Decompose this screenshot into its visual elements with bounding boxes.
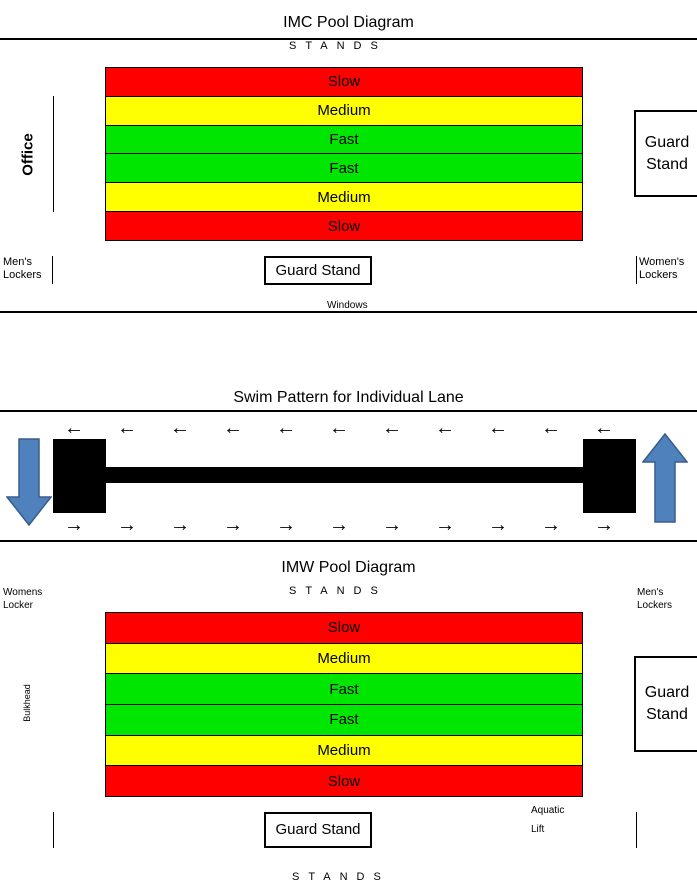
left-arrow-icon: ← [64,417,84,439]
imc-womens-lockers-text: Women's Lockers [639,256,685,281]
left-arrow-icon: ← [488,417,508,439]
left-arrow-icon: ← [382,417,402,439]
imc-frame [0,38,697,313]
right-arrow-icon: → [488,514,508,536]
imw-mens-lockers-label: Men's Lockers [637,586,683,612]
imw-stands-top-label: STANDS [289,585,387,597]
lane-rope-bar [105,467,585,483]
imw-lane-6: Slow [106,765,582,797]
imw-guard-stand-bottom: Guard Stand [264,812,372,848]
left-arrow-icon: ← [594,417,614,439]
right-arrow-icon: → [541,514,561,536]
swim-frame [0,410,697,542]
left-arrow-icon: ← [329,417,349,439]
left-wall-block [53,439,106,513]
up-arrow-icon [642,432,688,523]
imc-office-label: Office [19,133,37,176]
right-wall-block [583,439,636,513]
imw-aquatic-lift-text: Aquatic Lift [531,805,565,835]
imc-lane-4: Fast [106,153,582,183]
left-arrow-icon: ← [276,417,296,439]
left-arrow-icon: ← [435,417,455,439]
imw-lane-2: Medium [106,642,582,674]
imc-lane-5: Medium [106,182,582,212]
imw-lanes: Slow Medium Fast Fast Medium Slow [105,612,583,797]
imc-office-wall [53,96,54,212]
imc-lane-1: Slow [106,68,582,96]
imc-guard-stand-bottom: Guard Stand [264,256,372,285]
imc-lane-2: Medium [106,95,582,125]
imw-womens-locker-text: Womens Locker [3,587,43,611]
right-arrow-icon: → [64,514,84,536]
imc-mens-lockers-wall [52,256,53,284]
right-arrow-icon: → [276,514,296,536]
right-arrow-icon: → [170,514,190,536]
imc-mens-lockers-label: Men's Lockers [3,256,53,282]
imw-guard-stand-right: Guard Stand [634,656,697,752]
right-arrow-icon: → [435,514,455,536]
imw-aquatic-lift-label: Aquatic Lift [531,801,571,839]
imc-guard-stand-right: Guard Stand [634,110,697,197]
imw-mens-lockers-text: Men's Lockers [637,587,673,611]
left-arrow-icon: ← [223,417,243,439]
imw-bulkhead-label: Bulkhead [22,684,32,722]
swim-title: Swim Pattern for Individual Lane [233,389,464,406]
imw-bottom-line [0,851,697,852]
down-arrow-icon [6,438,52,527]
imw-stands-bottom-label: STANDS [292,871,390,883]
left-arrow-icon: ← [117,417,137,439]
imw-lane-5: Medium [106,734,582,766]
left-arrow-icon: ← [170,417,190,439]
imw-left-wall [53,812,54,848]
imc-stands-label: STANDS [289,40,387,52]
imc-womens-lockers-label: Women's Lockers [639,256,697,282]
imc-windows-label: Windows [327,300,368,311]
imc-lane-6: Slow [106,211,582,240]
imc-mens-lockers-text: Men's Lockers [3,256,42,281]
imc-lanes: Slow Medium Fast Fast Medium Slow [105,67,583,241]
right-arrow-icon: → [382,514,402,536]
left-arrow-icon: ← [541,417,561,439]
right-arrow-icon: → [594,514,614,536]
right-arrow-icon: → [223,514,243,536]
imw-womens-locker-label: Womens Locker [3,586,49,612]
imw-title: IMW Pool Diagram [281,559,416,576]
imc-womens-lockers-wall [636,256,637,284]
right-arrow-icon: → [117,514,137,536]
imw-right-wall [636,812,637,848]
right-arrow-icon: → [329,514,349,536]
imw-lane-1: Slow [106,613,582,643]
imw-lane-4: Fast [106,704,582,735]
imw-lane-3: Fast [106,673,582,705]
imc-lane-3: Fast [106,124,582,154]
imc-title: IMC Pool Diagram [283,14,414,31]
